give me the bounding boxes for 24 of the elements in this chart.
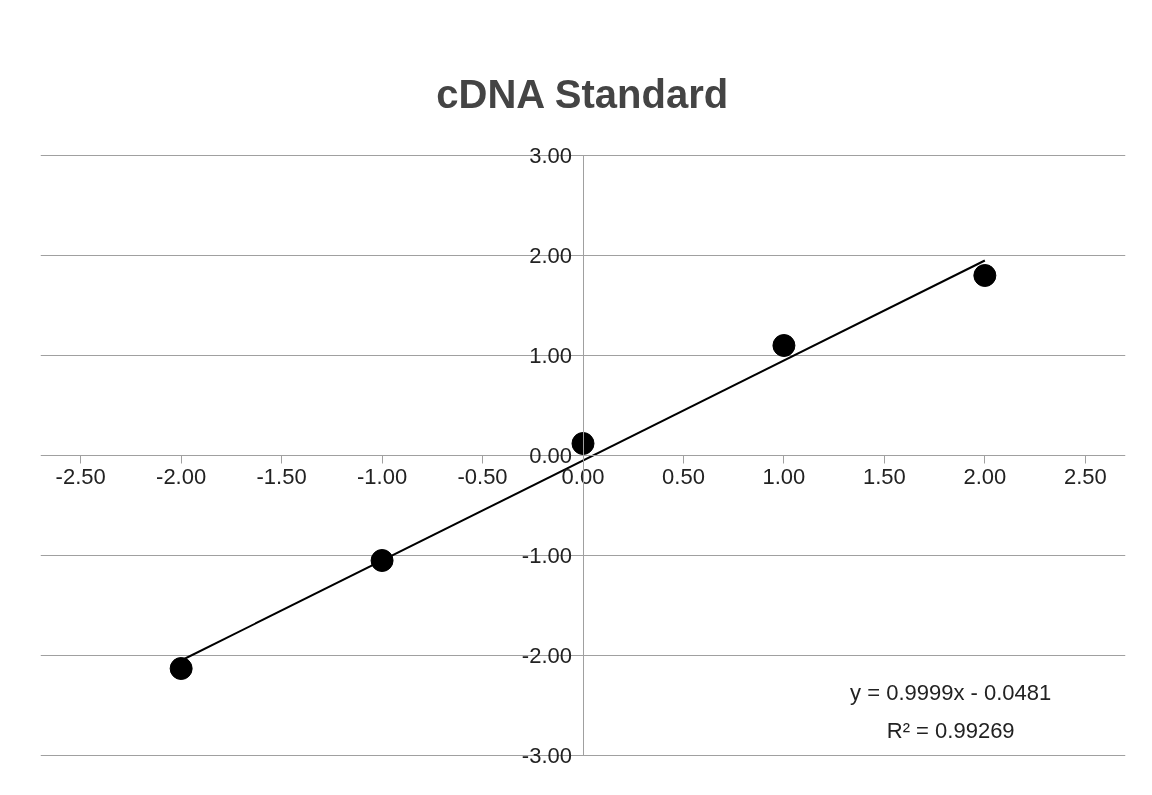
x-tick-label: -2.50 xyxy=(55,463,106,489)
y-tick-label: 2.00 xyxy=(529,243,573,268)
x-tick-label: 1.50 xyxy=(862,463,906,489)
point xyxy=(571,432,595,455)
y-tick-label: 1.00 xyxy=(529,343,573,368)
x-tick-label: 0.50 xyxy=(662,463,705,489)
point xyxy=(772,334,796,357)
x-tick-label: 1.00 xyxy=(762,463,806,489)
point xyxy=(973,264,997,287)
annotation: R² = 0.99269 xyxy=(886,718,1015,743)
x-tick-label: 2.50 xyxy=(1063,463,1107,489)
y-tick-label: 3.00 xyxy=(529,143,573,168)
chart-title: cDNA Standard xyxy=(436,71,729,116)
x-tick-label: -0.50 xyxy=(457,463,508,489)
x-tick-label: -1.00 xyxy=(357,463,408,489)
y-tick-label: -1.00 xyxy=(521,543,573,568)
point xyxy=(169,657,193,680)
annotation: y = 0.9999x - 0.0481 xyxy=(850,680,1052,705)
x-tick-label: -1.50 xyxy=(256,463,307,489)
y-tick-label: -2.00 xyxy=(521,643,573,668)
x-tick-label: 2.00 xyxy=(963,463,1007,489)
point xyxy=(370,549,394,572)
y-tick-label: -3.00 xyxy=(521,743,573,768)
x-tick-label: -2.00 xyxy=(156,463,207,489)
